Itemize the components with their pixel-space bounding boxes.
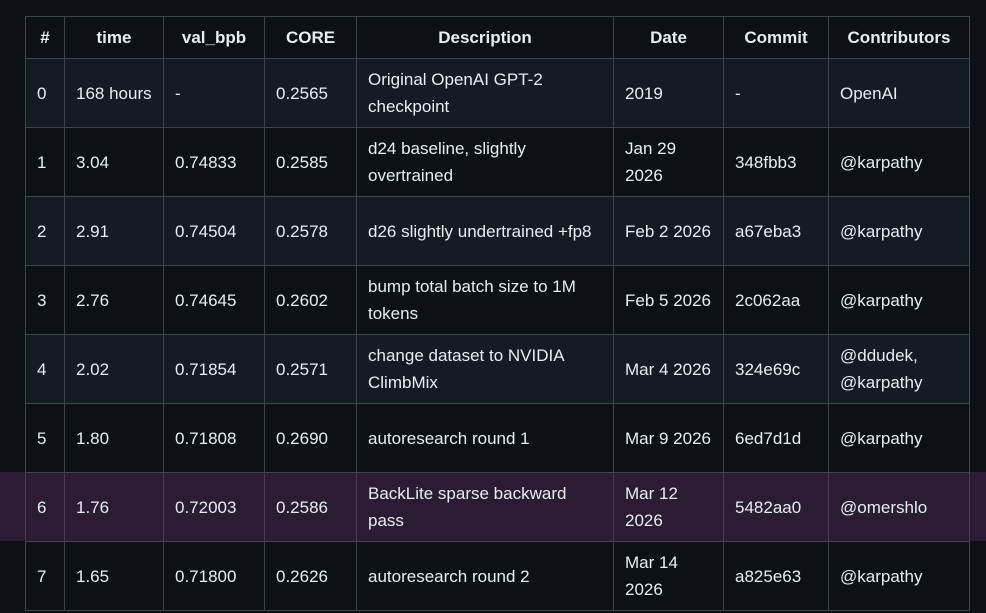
table-cell: autoresearch round 2 [356,541,614,611]
table-cell: 1 [25,127,65,197]
table-cell: 2.91 [64,196,164,266]
table-cell: BackLite sparse backward pass [356,472,614,542]
table-cell: Mar 4 2026 [613,334,724,404]
table-cell: @ddudek, @karpathy [828,334,970,404]
column-header: Contributors [828,16,970,59]
table-row: 6 1.76 0.72003 0.2586 BackLite sparse backwa… [25,472,970,542]
table-cell: Feb 2 2026 [613,196,724,266]
table-cell: 2.76 [64,265,164,335]
table-cell: a67eba3 [723,196,829,266]
table-cell: @karpathy [828,265,970,335]
table-cell: 0.2571 [264,334,357,404]
table-cell: 0.2602 [264,265,357,335]
table-cell: @karpathy [828,127,970,197]
table-cell: 324e69c [723,334,829,404]
column-header: Date [613,16,724,59]
table-cell: a825e63 [723,541,829,611]
column-header: Commit [723,16,829,59]
table-row: 1 3.04 0.74833 0.2585 d24 baseline, slightly… [25,127,970,197]
table-cell: 4 [25,334,65,404]
table-cell: 3 [25,265,65,335]
table-cell: 0.2565 [264,58,357,128]
table-row: 3 2.76 0.74645 0.2602 bump total batch size … [25,265,970,335]
table-cell: 2019 [613,58,724,128]
table-cell: Mar 9 2026 [613,403,724,473]
table-cell: 0.74504 [163,196,265,266]
table-cell: Feb 5 2026 [613,265,724,335]
column-header: val_bpb [163,16,265,59]
table-cell: change dataset to NVIDIA ClimbMix [356,334,614,404]
table-cell: 0.74645 [163,265,265,335]
table-cell: 348fbb3 [723,127,829,197]
table-cell: 0.2578 [264,196,357,266]
table-cell: 0.2690 [264,403,357,473]
table-cell: 0.72003 [163,472,265,542]
leaderboard-table: # time val_bpb CORE Description Date Commit Con… [25,16,970,611]
table-cell: 0.71808 [163,403,265,473]
table-cell: 0.71800 [163,541,265,611]
header-row: # time val_bpb CORE Description Date Commit Con… [25,16,970,59]
table-cell: @omershlo [828,472,970,542]
table-cell: 0.2585 [264,127,357,197]
table-cell: Mar 14 2026 [613,541,724,611]
table-row: 0 168 hours -0.2565 Original OpenAI GPT-2 c… [25,58,970,128]
table-cell: bump total batch size to 1M tokens [356,265,614,335]
table-cell: - [163,58,265,128]
table-cell: @karpathy [828,403,970,473]
column-header: CORE [264,16,357,59]
column-header: Description [356,16,614,59]
table-cell: 1.80 [64,403,164,473]
table-cell: 2.02 [64,334,164,404]
table-cell: OpenAI [828,58,970,128]
table-cell: autoresearch round 1 [356,403,614,473]
table-cell: d26 slightly undertrained +fp8 [356,196,614,266]
table-cell: 168 hours [64,58,164,128]
table-cell: 0.2586 [264,472,357,542]
column-header: time [64,16,164,59]
table-cell: 2 [25,196,65,266]
table-cell: 6 [25,472,65,542]
table-row: 5 1.80 0.71808 0.2690 autoresearch round 1 Ma… [25,403,970,473]
table-cell: d24 baseline, slightly overtrained [356,127,614,197]
table-row: 4 2.02 0.71854 0.2571 change dataset to NVID… [25,334,970,404]
table-cell: 0.71854 [163,334,265,404]
table-row: 2 2.91 0.74504 0.2578 d26 slightly undertrai… [25,196,970,266]
table-cell: 5 [25,403,65,473]
table-cell: @karpathy [828,196,970,266]
table-cell: - [723,58,829,128]
table-cell: 6ed7d1d [723,403,829,473]
table-cell: Original OpenAI GPT-2 checkpoint [356,58,614,128]
table-row: 7 1.65 0.71800 0.2626 autoresearch round 2 Ma… [25,541,970,611]
table-cell: @karpathy [828,541,970,611]
table-cell: 0.74833 [163,127,265,197]
table-cell: 0.2626 [264,541,357,611]
table-cell: 3.04 [64,127,164,197]
table-cell: 1.76 [64,472,164,542]
table-cell: 0 [25,58,65,128]
table-cell: 5482aa0 [723,472,829,542]
table-cell: Jan 29 2026 [613,127,724,197]
column-header: # [25,16,65,59]
table-cell: 1.65 [64,541,164,611]
table-cell: 7 [25,541,65,611]
table-cell: 2c062aa [723,265,829,335]
table-cell: Mar 12 2026 [613,472,724,542]
